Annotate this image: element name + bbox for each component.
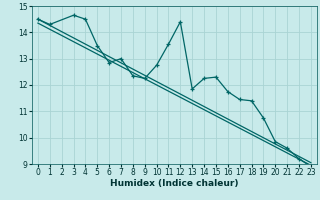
X-axis label: Humidex (Indice chaleur): Humidex (Indice chaleur) (110, 179, 239, 188)
